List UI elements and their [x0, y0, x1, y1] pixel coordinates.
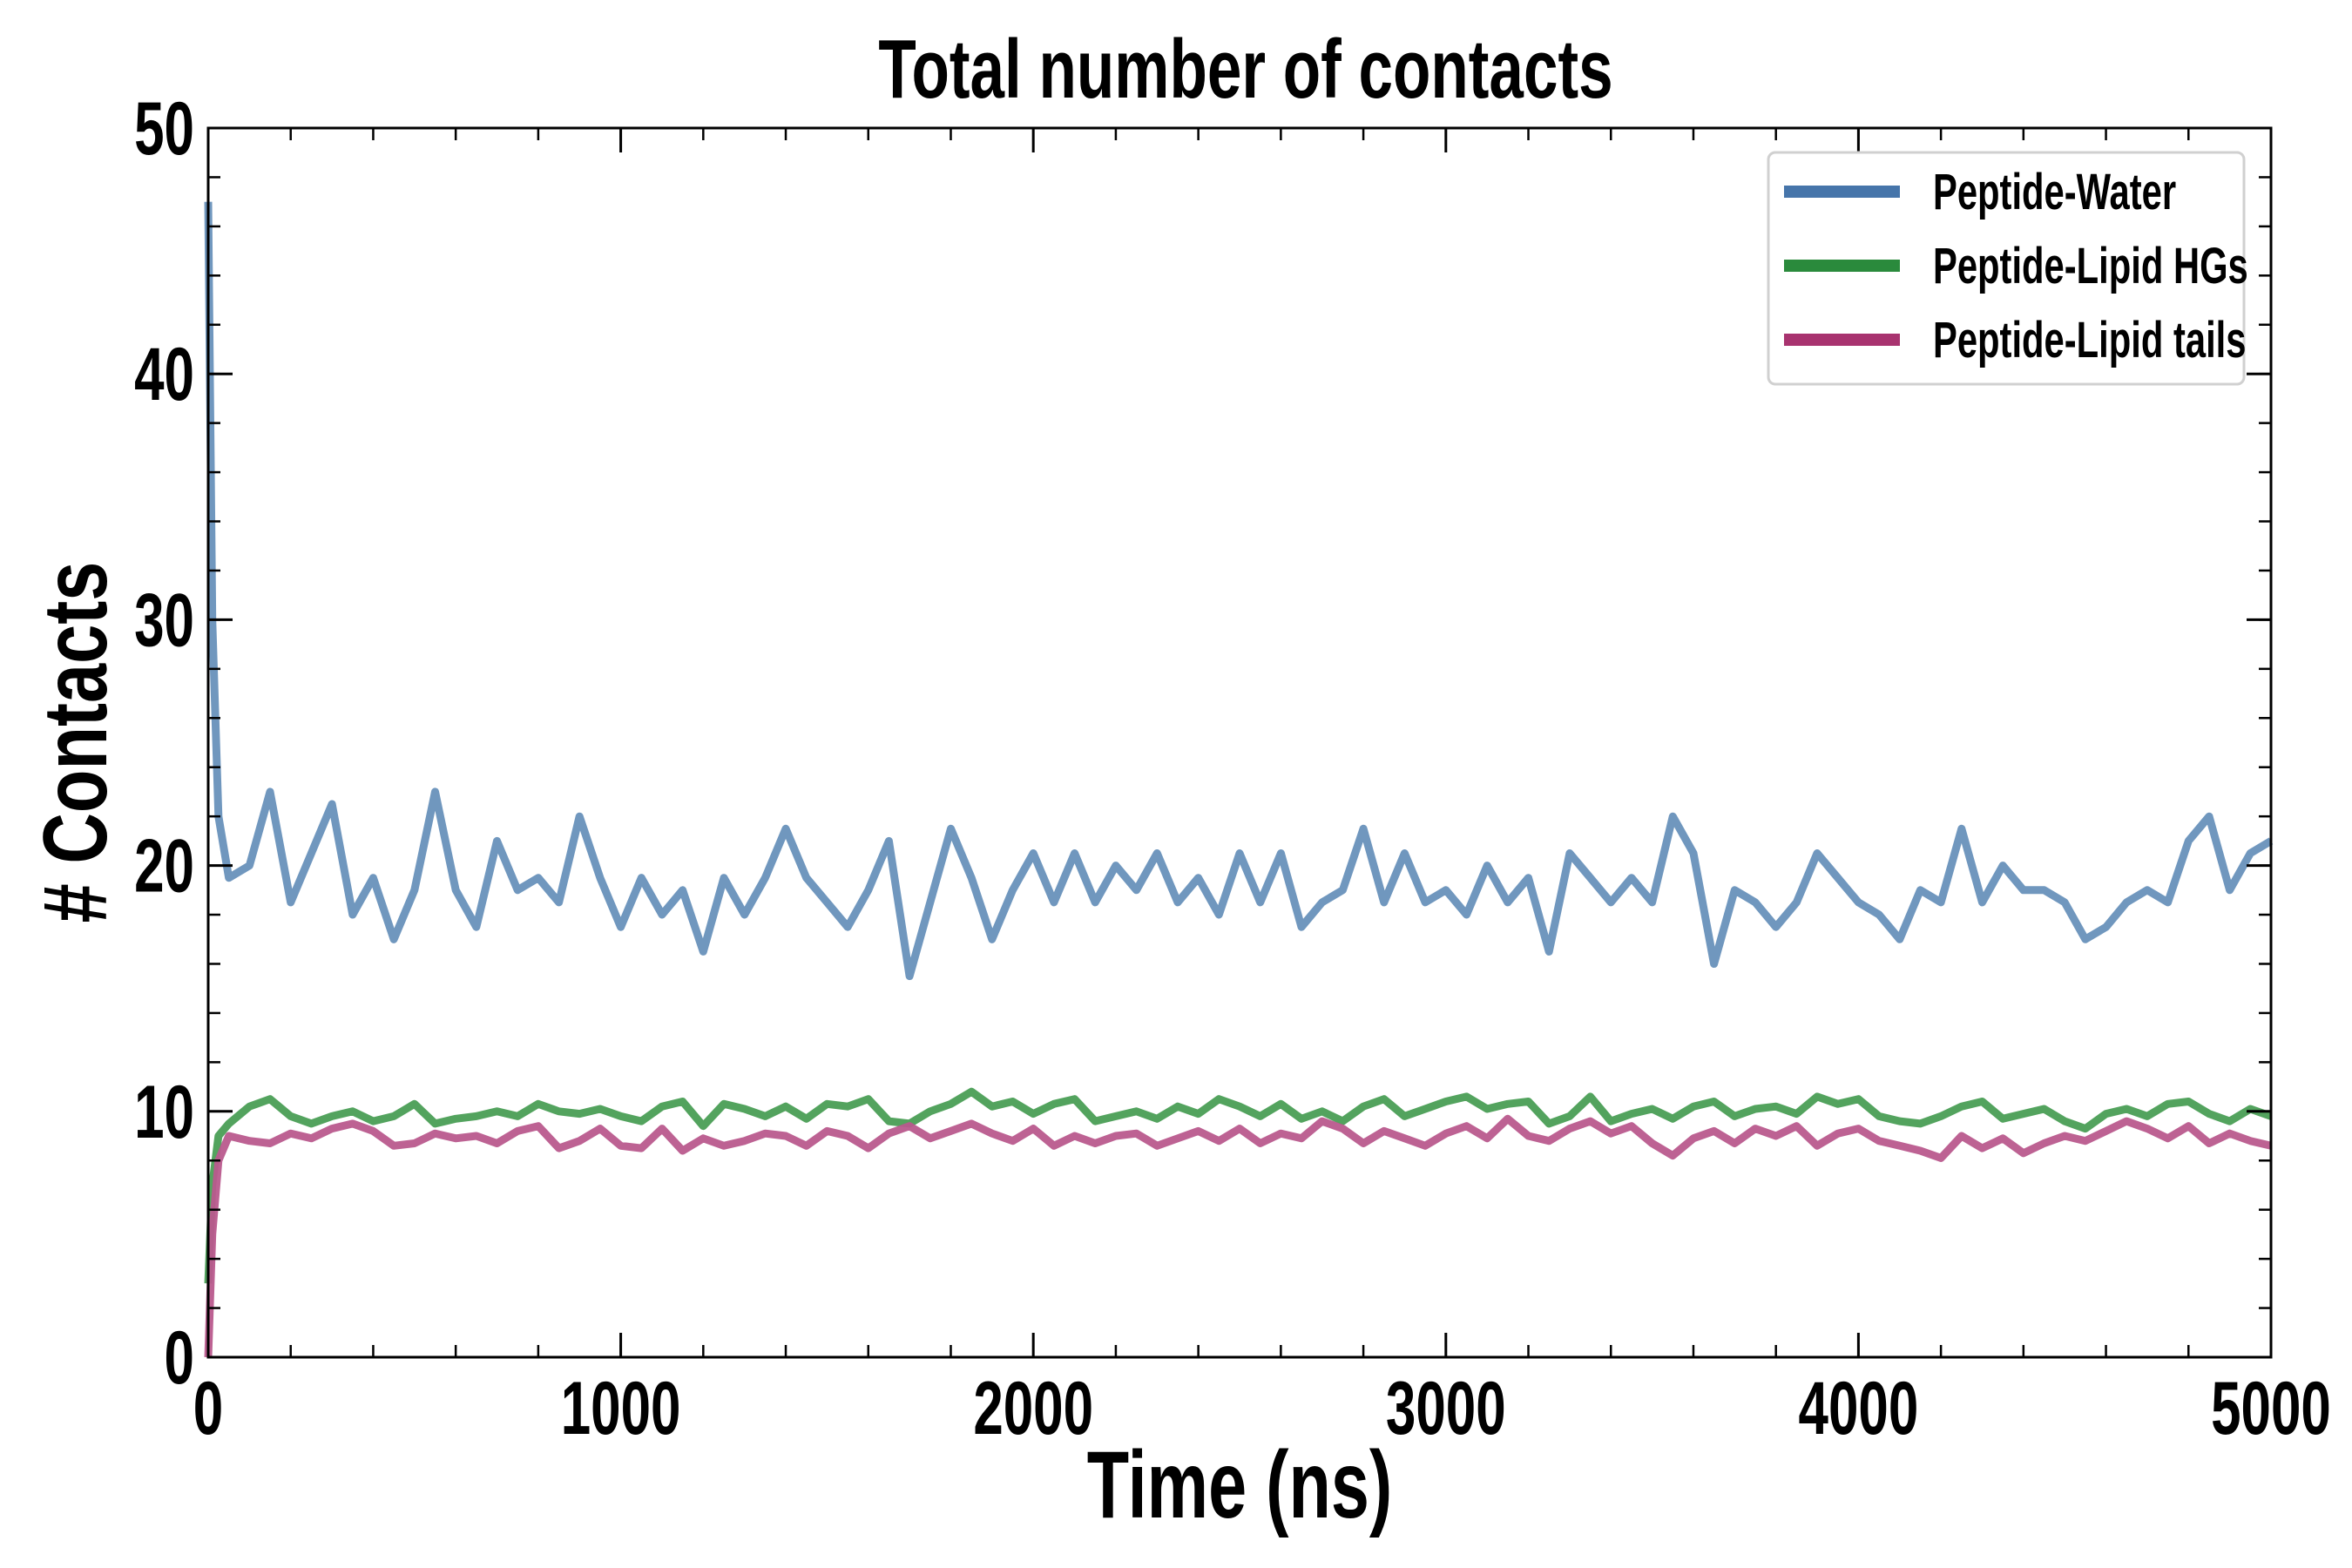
- legend-box: [1767, 151, 2246, 386]
- legend-item: Peptide-Lipid HGs: [1784, 237, 2248, 294]
- y-tick-label: 0: [165, 1315, 194, 1399]
- y-tick-label: 20: [134, 824, 194, 908]
- legend-label: Peptide-Lipid HGs: [1933, 237, 2248, 294]
- y-tick-label: 40: [134, 332, 194, 416]
- x-tick-label: 1000: [561, 1366, 681, 1450]
- x-tick-label: 5000: [2211, 1366, 2331, 1450]
- legend-label: Peptide-Water: [1933, 163, 2176, 220]
- x-tick-label: 2000: [973, 1366, 1093, 1450]
- y-tick-label: 30: [134, 578, 194, 661]
- x-tick-label: 0: [193, 1366, 223, 1450]
- y-tick-label: 50: [134, 86, 194, 170]
- x-tick-label: 4000: [1799, 1366, 1919, 1450]
- series-layer: [204, 201, 2274, 1358]
- legend-label: Peptide-Lipid tails: [1933, 311, 2246, 368]
- x-tick-label: 3000: [1386, 1366, 1506, 1450]
- legend-item: Peptide-Water: [1784, 163, 2176, 220]
- legend-item: Peptide-Lipid tails: [1784, 311, 2246, 368]
- y-axis-label: # Contacts: [24, 562, 125, 923]
- x-axis-label: Time (ns): [1087, 1431, 1393, 1538]
- series-line-0: [204, 201, 2274, 981]
- plot-frame: [206, 126, 2273, 1359]
- chart-title: Total number of contacts: [878, 23, 1612, 116]
- y-tick-label: 10: [134, 1070, 194, 1153]
- series-line-2: [204, 1114, 2273, 1358]
- axes: 0 1000 2000 3000 4000 5000 0 10 20 30 40 50: [134, 86, 2331, 1450]
- legend: Peptide-Water Peptide-Lipid HGs Peptide-Li…: [1767, 151, 2248, 386]
- series-line-1: [204, 1087, 2273, 1284]
